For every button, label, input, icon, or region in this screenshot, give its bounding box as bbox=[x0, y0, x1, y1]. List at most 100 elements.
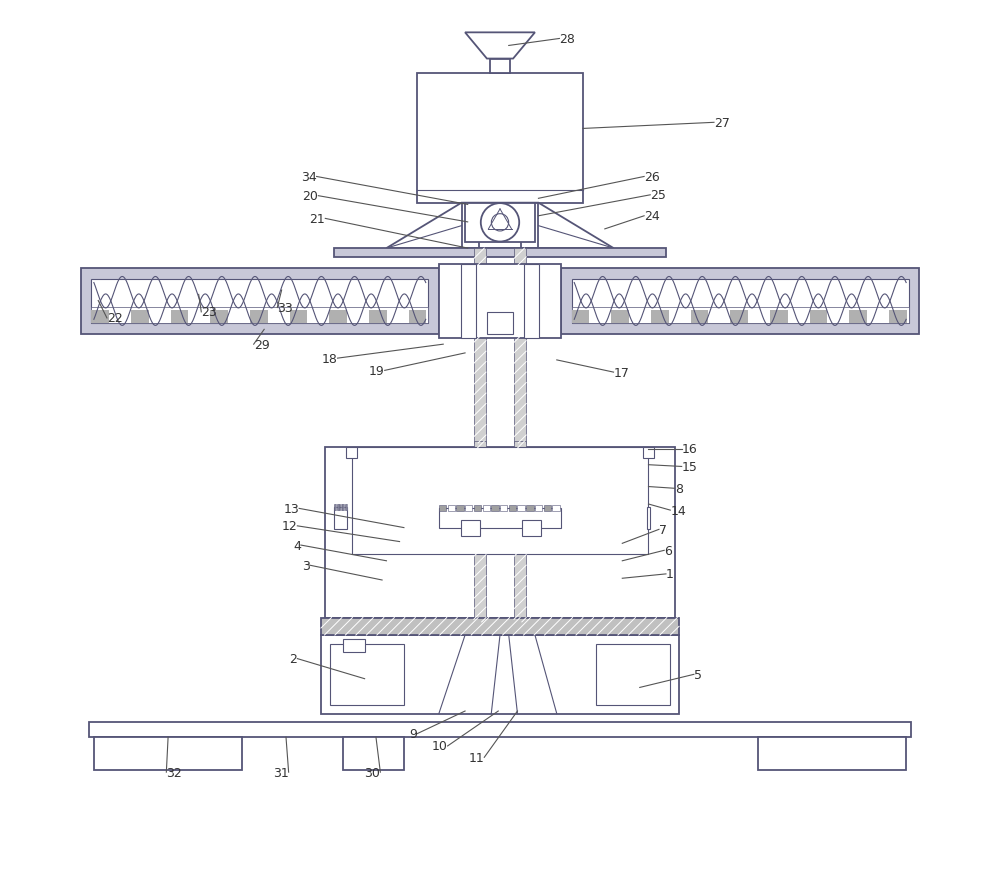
Bar bbox=[346, 504, 347, 510]
Text: 21: 21 bbox=[310, 212, 325, 226]
Bar bbox=[335, 504, 336, 510]
Bar bbox=[131, 311, 149, 324]
Text: 22: 22 bbox=[107, 312, 123, 325]
Bar bbox=[517, 506, 525, 512]
Text: 10: 10 bbox=[432, 739, 448, 752]
Bar bbox=[309, 311, 327, 324]
Bar bbox=[389, 311, 407, 324]
Text: 33: 33 bbox=[277, 302, 293, 314]
Bar bbox=[572, 308, 909, 324]
Text: 2: 2 bbox=[289, 652, 297, 666]
Bar bbox=[171, 311, 188, 324]
Bar bbox=[338, 504, 339, 510]
Bar bbox=[465, 204, 535, 242]
Bar bbox=[889, 311, 907, 324]
Bar bbox=[631, 311, 649, 324]
Bar bbox=[849, 311, 867, 324]
Bar bbox=[643, 448, 654, 458]
Bar bbox=[572, 311, 589, 324]
Bar bbox=[439, 509, 561, 528]
Bar bbox=[343, 504, 344, 510]
Bar bbox=[710, 311, 728, 324]
Bar bbox=[409, 311, 426, 324]
Bar bbox=[758, 738, 906, 771]
Bar bbox=[487, 313, 513, 335]
Bar bbox=[647, 507, 650, 529]
Text: 31: 31 bbox=[273, 766, 289, 779]
Bar bbox=[869, 311, 887, 324]
Bar bbox=[491, 506, 499, 512]
Bar bbox=[349, 311, 367, 324]
Bar bbox=[500, 506, 507, 512]
Bar bbox=[474, 442, 486, 623]
Bar bbox=[91, 308, 428, 324]
Bar bbox=[334, 248, 666, 257]
Bar bbox=[190, 311, 208, 324]
Bar bbox=[321, 636, 679, 714]
Bar bbox=[369, 311, 387, 324]
Bar bbox=[572, 279, 909, 324]
Text: 14: 14 bbox=[670, 504, 686, 517]
Text: 7: 7 bbox=[659, 523, 667, 536]
Text: 1: 1 bbox=[666, 568, 674, 580]
Bar bbox=[89, 723, 911, 738]
Bar bbox=[535, 506, 542, 512]
Text: 34: 34 bbox=[301, 171, 317, 184]
Bar bbox=[522, 521, 541, 536]
Text: 9: 9 bbox=[409, 727, 417, 740]
Bar bbox=[483, 506, 490, 512]
Bar bbox=[448, 506, 455, 512]
Text: 25: 25 bbox=[650, 189, 666, 202]
Text: 32: 32 bbox=[166, 766, 182, 779]
Bar bbox=[346, 448, 357, 458]
Bar bbox=[270, 311, 288, 324]
Bar bbox=[334, 507, 347, 529]
Bar bbox=[343, 640, 365, 652]
Bar bbox=[334, 504, 335, 510]
Bar bbox=[439, 264, 561, 339]
Text: 30: 30 bbox=[364, 766, 380, 779]
Bar bbox=[342, 504, 343, 510]
Bar bbox=[524, 264, 539, 339]
Text: 17: 17 bbox=[614, 366, 629, 379]
Bar bbox=[829, 311, 847, 324]
Bar bbox=[790, 311, 808, 324]
Bar bbox=[611, 311, 629, 324]
Bar bbox=[730, 311, 748, 324]
Bar bbox=[290, 311, 307, 324]
Bar bbox=[341, 504, 342, 510]
Bar bbox=[691, 311, 708, 324]
Bar bbox=[230, 311, 248, 324]
Bar bbox=[465, 506, 472, 512]
Text: 4: 4 bbox=[293, 539, 301, 552]
Text: 18: 18 bbox=[322, 352, 338, 365]
Bar bbox=[329, 311, 347, 324]
Bar bbox=[439, 506, 446, 512]
Bar bbox=[325, 448, 675, 618]
Bar bbox=[343, 738, 404, 771]
Bar bbox=[750, 311, 768, 324]
Bar bbox=[552, 506, 560, 512]
Bar bbox=[514, 248, 526, 443]
Bar bbox=[321, 618, 679, 636]
Text: 6: 6 bbox=[664, 544, 672, 558]
Text: 15: 15 bbox=[682, 460, 698, 473]
Bar bbox=[810, 311, 827, 324]
Bar bbox=[561, 269, 919, 335]
Bar bbox=[81, 269, 439, 335]
Bar bbox=[111, 311, 129, 324]
Bar bbox=[345, 504, 346, 510]
Bar bbox=[210, 311, 228, 324]
Bar bbox=[474, 248, 486, 443]
Text: 23: 23 bbox=[201, 306, 217, 319]
Bar bbox=[490, 60, 510, 75]
Bar bbox=[456, 506, 464, 512]
Bar bbox=[514, 442, 526, 623]
Bar bbox=[339, 504, 340, 510]
Bar bbox=[462, 204, 479, 248]
Bar bbox=[544, 506, 551, 512]
Text: 3: 3 bbox=[302, 559, 310, 572]
Polygon shape bbox=[386, 204, 614, 248]
Text: 8: 8 bbox=[675, 482, 683, 495]
Bar bbox=[94, 738, 242, 771]
